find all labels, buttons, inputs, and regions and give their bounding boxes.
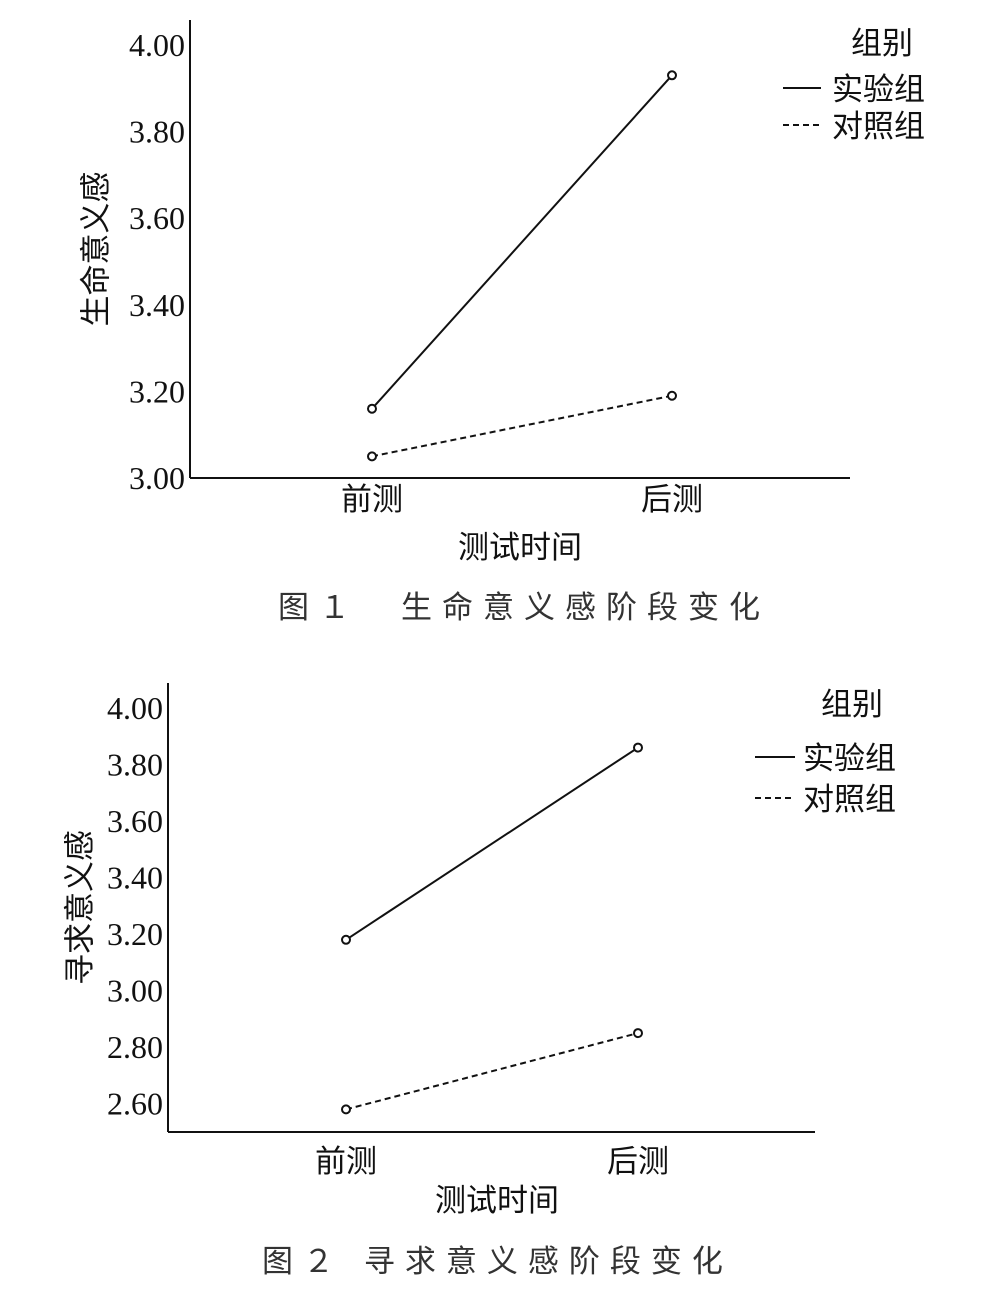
chart2-y-tick-label: 3.80 [107, 747, 163, 783]
chart2-y-axis-title: 寻求意义感 [63, 830, 99, 985]
chart1-data-point [367, 451, 377, 462]
chart1-x-tick-label: 后测 [641, 482, 703, 518]
chart2-y-tick-label: 3.60 [107, 803, 163, 839]
chart1-y-tick-label: 4.00 [129, 27, 185, 63]
chart2-y-tick-label: 3.00 [107, 973, 163, 1009]
chart2-data-point [341, 1104, 351, 1115]
chart2-series-line-1 [345, 746, 639, 941]
chart2-series-line-2 [345, 1032, 639, 1111]
chart2-data-point [633, 742, 643, 753]
chart2-legend-label-2: 对照组 [803, 782, 896, 818]
chart1-y-tick-label: 3.40 [129, 287, 185, 323]
chart1-y-tick-label: 3.00 [129, 460, 185, 496]
chart1-x-axis-title: 测试时间 [458, 530, 582, 566]
chart2-legend-label-1: 实验组 [803, 741, 896, 777]
chart1-y-tick-label: 3.20 [129, 373, 185, 409]
chart2-data-point [633, 1028, 643, 1039]
chart2-legend-title: 组别 [821, 687, 883, 723]
chart1-y-tick-label: 3.60 [129, 200, 185, 236]
chart1-data-point [367, 403, 377, 414]
chart2-x-tick-label: 前测 [315, 1144, 377, 1180]
chart2-x-tick-label: 后测 [607, 1144, 669, 1180]
chart1-legend-label-2: 对照组 [832, 109, 925, 145]
chart1-data-point [667, 70, 677, 81]
chart1-y-axis-title: 生命意义感 [79, 172, 115, 327]
chart2-y-tick-label: 2.80 [107, 1029, 163, 1065]
chart1-x-tick-label: 前测 [341, 482, 403, 518]
chart1-series-line-2 [371, 394, 673, 458]
chart1-legend-title: 组别 [851, 26, 913, 62]
chart2-x-axis-title: 测试时间 [435, 1183, 559, 1219]
chart2-y-tick-label: 3.20 [107, 916, 163, 952]
chart2-y-tick-label: 3.40 [107, 860, 163, 896]
chart2-y-tick-label: 2.60 [107, 1086, 163, 1122]
chart1-series-line-1 [371, 74, 673, 410]
chart1-data-point [667, 390, 677, 401]
chart2-y-tick-label: 4.00 [107, 690, 163, 726]
chart1-legend-label-1: 实验组 [832, 72, 925, 108]
figure-1-caption: 图１ 生命意义感阶段变化 [278, 590, 770, 626]
chart2-data-point [341, 934, 351, 945]
figure-2-caption: 图２ 寻求意义感阶段变化 [262, 1244, 733, 1280]
chart1-y-tick-label: 3.80 [129, 114, 185, 150]
